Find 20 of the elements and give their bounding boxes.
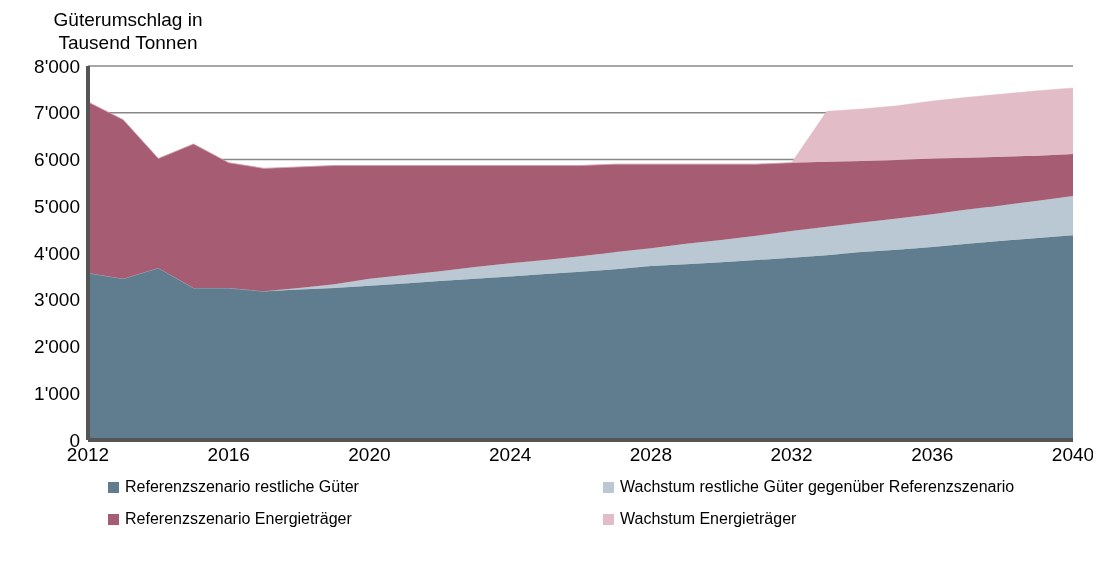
y-tick-label: 4'000 (34, 242, 80, 264)
y-tick-label: 2'000 (34, 336, 80, 358)
legend-label: Wachstum restliche Güter gegenüber Referenzszenario (620, 478, 1015, 496)
x-tick-label: 2020 (348, 444, 391, 466)
x-tick-label: 2036 (911, 444, 954, 466)
y-tick-label: 3'000 (34, 289, 80, 311)
legend-label: Wachstum Energieträger (620, 510, 797, 528)
y-tick-label: 6'000 (34, 149, 80, 171)
x-tick-label: 2040 (1051, 444, 1095, 466)
y-tick-label: 7'000 (34, 102, 80, 124)
y-tick-label: 8'000 (34, 55, 80, 77)
legend-label: Referenzszenario restliche Güter (125, 478, 359, 496)
legend-label: Referenzszenario Energieträger (125, 510, 352, 528)
x-tick-label: 2028 (629, 444, 672, 466)
y-axis-title: Güterumschlag in Tausend Tonnen (52, 8, 204, 54)
y-tick-label: 5'000 (34, 195, 80, 217)
x-tick-label: 2032 (770, 444, 813, 466)
x-tick-label: 2016 (207, 444, 250, 466)
x-tick-label: 2024 (489, 444, 532, 466)
y-tick-label: 1'000 (34, 382, 80, 404)
